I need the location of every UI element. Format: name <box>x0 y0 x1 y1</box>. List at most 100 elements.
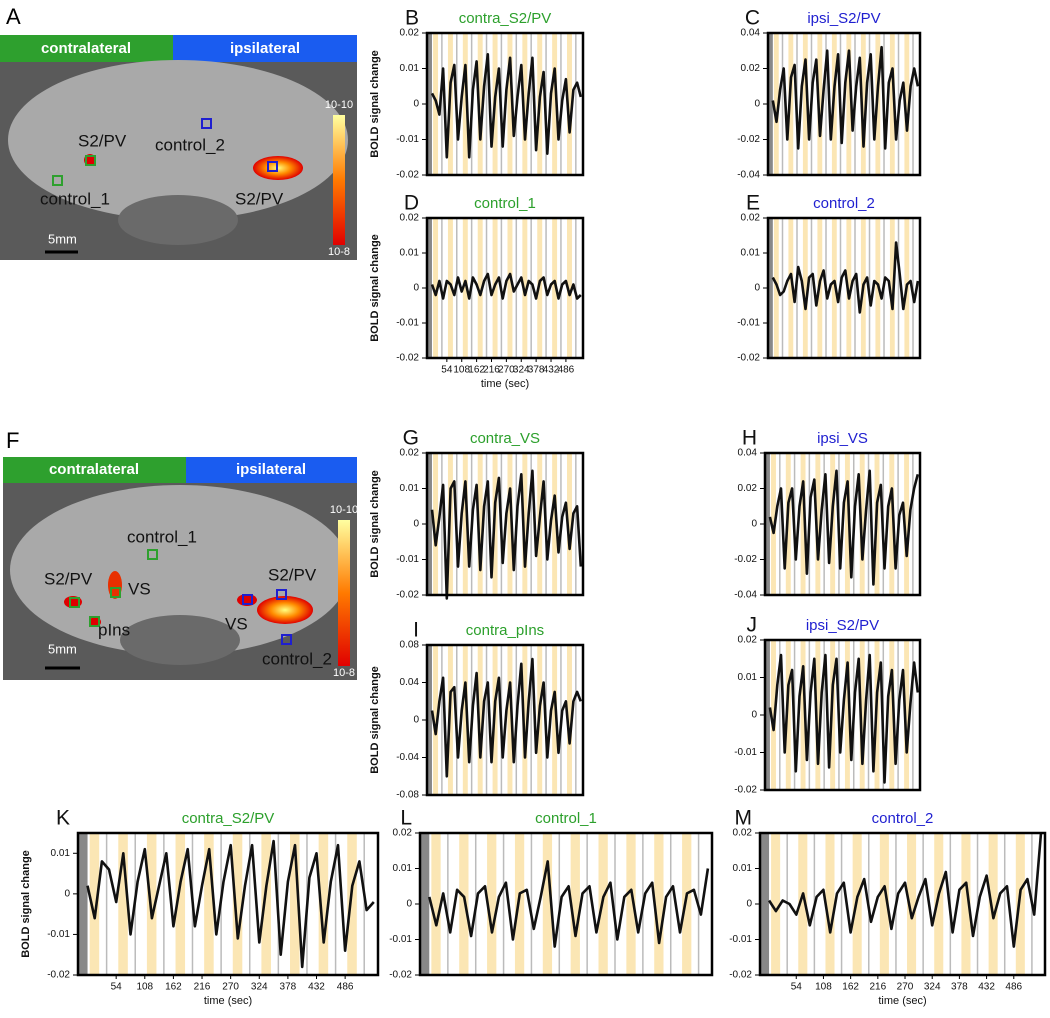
roi-label: S2/PV <box>235 189 284 208</box>
stimulus-band <box>788 33 794 175</box>
y-axis-label: BOLD signal change <box>20 850 32 958</box>
stimulus-band <box>462 33 468 175</box>
roi <box>276 589 287 600</box>
stimulus-band <box>800 453 806 595</box>
stimulus-band <box>552 33 558 175</box>
stimulus-band <box>487 833 497 975</box>
y-tick-label: 0 <box>751 519 757 530</box>
stimulus-band <box>567 33 572 175</box>
stimulus-band <box>433 645 439 795</box>
panel-letter: J <box>747 614 758 637</box>
y-tick-label: -0.01 <box>737 318 760 329</box>
data-line <box>768 653 920 784</box>
stimulus-band <box>118 833 128 975</box>
x-tick-label: 54 <box>791 982 803 993</box>
y-tick-label: 0 <box>751 710 757 721</box>
plot-frame <box>418 831 714 977</box>
y-tick-label: -0.04 <box>737 170 760 181</box>
stimulus-band <box>654 833 664 975</box>
x-tick-label: 108 <box>815 982 832 993</box>
y-tick-label: 0.02 <box>393 828 413 839</box>
x-axis-label: time (sec) <box>204 995 252 1007</box>
stimulus-band <box>815 453 821 595</box>
y-tick-label: 0.04 <box>738 448 758 459</box>
chart-panel: -0.08 -0.04 0 0.04 0.08I contra_pIns BOLD sign… <box>369 619 585 801</box>
data-line <box>430 657 583 778</box>
stimulus-band <box>318 833 329 975</box>
chart-panel: -0.02 -0.01 0 0.01 54 108 162 216 270 324 378 432 48… <box>20 807 380 1007</box>
y-axis-label: BOLD signal change <box>369 234 381 342</box>
stimulus-band <box>1015 833 1025 975</box>
stimulus-band <box>934 833 944 975</box>
banner-left <box>0 35 173 62</box>
stimulus-band <box>433 218 439 358</box>
y-tick-label: 0.04 <box>741 28 761 39</box>
plot-frame <box>425 451 585 597</box>
stimulus-band <box>844 453 850 595</box>
panel-letter: M <box>735 807 753 830</box>
stimulus-band <box>889 453 895 595</box>
roi <box>242 594 253 605</box>
stimulus-band <box>542 833 553 975</box>
y-tick-label: -0.01 <box>47 929 70 940</box>
stimulus-band <box>552 645 558 795</box>
stimulus-band <box>507 33 513 175</box>
x-axis-label: time (sec) <box>481 378 529 390</box>
y-tick-label: -0.08 <box>396 790 419 801</box>
stimulus-band <box>846 33 852 175</box>
stimulus-band <box>773 218 779 358</box>
roi <box>52 175 63 186</box>
y-tick-label: 0.01 <box>733 863 753 874</box>
panel-letter: K <box>56 807 70 830</box>
x-tick-label: 324 <box>513 365 530 376</box>
stimulus-band <box>773 33 779 175</box>
brain-shade <box>118 195 238 245</box>
y-tick-label: 0.02 <box>400 448 420 459</box>
y-tick-label: 0 <box>406 899 412 910</box>
baseline-strip <box>427 218 432 358</box>
y-tick-label: 0.04 <box>400 677 420 688</box>
plot-frame <box>766 31 922 177</box>
stimulus-band <box>831 218 837 358</box>
stimulus-band <box>507 218 513 358</box>
stimulus-band <box>477 33 483 175</box>
stimulus-band <box>844 640 850 790</box>
roi-label: control_2 <box>262 649 332 668</box>
data-line <box>768 469 920 586</box>
baseline-strip <box>420 833 430 975</box>
data-line <box>430 53 583 159</box>
stimulus-band <box>800 640 806 790</box>
banner-label: ipsilateral <box>236 461 306 478</box>
plot-frame <box>763 638 922 792</box>
baseline-strip <box>765 453 770 595</box>
chart-title: ipsi_S2/PV <box>806 617 879 634</box>
y-tick-label: 0.02 <box>741 63 761 74</box>
stimulus-band <box>988 833 998 975</box>
y-axis-label: BOLD signal change <box>369 666 381 774</box>
stimulus-band <box>290 833 300 975</box>
x-tick-label: 162 <box>165 982 182 993</box>
roi <box>110 587 121 598</box>
stimulus-band <box>788 218 794 358</box>
panel-letter: E <box>746 192 760 215</box>
chart-panel: -0.02 -0.01 0 0.01 0.02G contra_VS BOLD signal… <box>369 427 585 601</box>
panel-letter: D <box>404 192 419 215</box>
stimulus-band <box>961 833 971 975</box>
chart-panel: -0.04 -0.02 0 0.02 0.04H ipsi_VS <box>734 427 922 601</box>
panel-letter: G <box>403 427 419 450</box>
y-tick-label: 0 <box>413 99 419 110</box>
stimulus-band <box>771 640 776 790</box>
chart-title: control_2 <box>813 195 875 212</box>
chart-panel: -0.02 -0.01 0 0.01 0.02L control_1 <box>389 807 714 981</box>
stimulus-band <box>860 33 866 175</box>
stimulus-band <box>817 33 823 175</box>
stimulus-band <box>889 640 895 790</box>
colorbar <box>333 115 345 245</box>
y-tick-label: -0.02 <box>734 785 757 796</box>
panel-letter: L <box>400 807 412 830</box>
stimulus-band <box>204 833 214 975</box>
y-tick-label: 0.02 <box>738 635 758 646</box>
colorbar-label: 10-10 <box>330 504 358 516</box>
activation <box>257 596 313 624</box>
